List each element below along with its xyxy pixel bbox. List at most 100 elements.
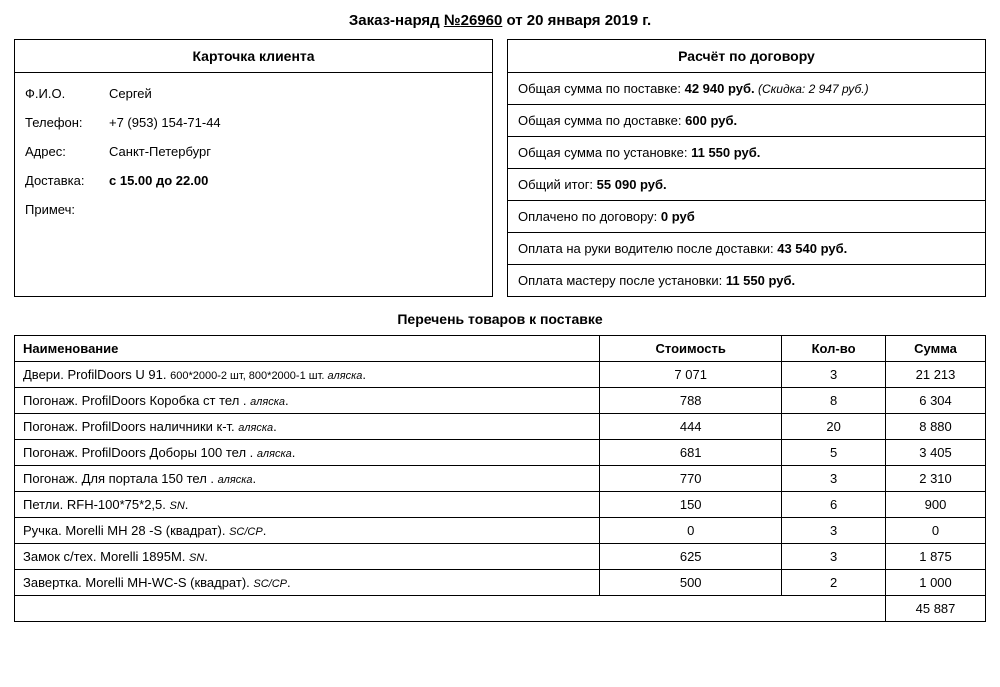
cell-sum: 8 880 (886, 414, 986, 440)
cell-qty: 5 (782, 440, 886, 466)
cell-qty: 6 (782, 492, 886, 518)
cell-qty: 3 (782, 518, 886, 544)
cell-qty: 8 (782, 388, 886, 414)
cell-sum: 900 (886, 492, 986, 518)
client-row: Адрес:Санкт-Петербург (25, 137, 482, 166)
client-row-label: Ф.И.О. (25, 86, 109, 101)
calc-row-label: Общая сумма по установке: (518, 145, 691, 160)
table-row: Петли. RFH-100*75*2,5. SN.1506900 (15, 492, 986, 518)
client-row-value: с 15.00 до 22.00 (109, 173, 482, 188)
cell-sum: 3 405 (886, 440, 986, 466)
table-row: Погонаж. Для портала 150 тел . аляска.77… (15, 466, 986, 492)
calc-card-header: Расчёт по договору (508, 40, 985, 73)
cell-cost: 500 (600, 570, 782, 596)
cell-sum: 1 875 (886, 544, 986, 570)
calc-row: Общая сумма по доставке: 600 руб. (508, 104, 985, 136)
cell-name: Погонаж. ProfilDoors Доборы 100 тел . ал… (15, 440, 600, 466)
calc-row-label: Оплата на руки водителю после доставки: (518, 241, 777, 256)
cell-qty: 3 (782, 544, 886, 570)
client-card-header: Карточка клиента (15, 40, 492, 73)
goods-section-title: Перечень товаров к поставке (14, 311, 986, 327)
calc-row-discount: (Скидка: 2 947 руб.) (755, 82, 869, 96)
calc-row-amount: 43 540 руб. (777, 241, 847, 256)
cell-name: Двери. ProfilDoors U 91. 600*2000-2 шт, … (15, 362, 600, 388)
cell-cost: 444 (600, 414, 782, 440)
table-row: Завертка. Morelli MH-WC-S (квадрат). SC/… (15, 570, 986, 596)
cell-qty: 2 (782, 570, 886, 596)
cell-name: Погонаж. Для портала 150 тел . аляска. (15, 466, 600, 492)
table-total-row: 45 887 (15, 596, 986, 622)
client-row-value: Сергей (109, 86, 482, 101)
table-row: Погонаж. ProfilDoors Доборы 100 тел . ал… (15, 440, 986, 466)
calc-row-label: Оплата мастеру после установки: (518, 273, 726, 288)
col-header-sum: Сумма (886, 336, 986, 362)
title-prefix: Заказ-наряд (349, 12, 444, 29)
goods-table: Наименование Стоимость Кол-во Сумма Двер… (14, 335, 986, 622)
cell-cost: 770 (600, 466, 782, 492)
cell-qty: 3 (782, 362, 886, 388)
client-row-label: Примеч: (25, 202, 109, 217)
calc-row-label: Общая сумма по доставке: (518, 113, 685, 128)
col-header-cost: Стоимость (600, 336, 782, 362)
calc-row-amount: 55 090 руб. (597, 177, 667, 192)
cell-name: Погонаж. ProfilDoors наличники к-т. аляс… (15, 414, 600, 440)
order-title: Заказ-наряд №26960 от 20 января 2019 г. (14, 12, 986, 29)
calc-row: Общая сумма по поставке: 42 940 руб. (Ск… (508, 73, 985, 104)
client-row-label: Адрес: (25, 144, 109, 159)
calc-row: Оплачено по договору: 0 руб (508, 200, 985, 232)
client-card: Карточка клиента Ф.И.О.СергейТелефон:+7 … (14, 39, 493, 297)
calc-row-amount: 11 550 руб. (691, 145, 760, 160)
cell-total: 45 887 (886, 596, 986, 622)
cell-name: Погонаж. ProfilDoors Коробка ст тел . ал… (15, 388, 600, 414)
cell-sum: 6 304 (886, 388, 986, 414)
client-row: Доставка:с 15.00 до 22.00 (25, 166, 482, 195)
client-row-value: +7 (953) 154-71-44 (109, 115, 482, 130)
cell-cost: 788 (600, 388, 782, 414)
client-row-label: Телефон: (25, 115, 109, 130)
client-row: Ф.И.О.Сергей (25, 79, 482, 108)
cell-name: Замок с/тех. Morelli 1895M. SN. (15, 544, 600, 570)
calc-card: Расчёт по договору Общая сумма по постав… (507, 39, 986, 297)
table-row: Погонаж. ProfilDoors Коробка ст тел . ал… (15, 388, 986, 414)
cell-cost: 0 (600, 518, 782, 544)
cell-cost: 7 071 (600, 362, 782, 388)
calc-row: Общая сумма по установке: 11 550 руб. (508, 136, 985, 168)
cell-name: Ручка. Morelli MH 28 -S (квадрат). SC/CP… (15, 518, 600, 544)
table-row: Погонаж. ProfilDoors наличники к-т. аляс… (15, 414, 986, 440)
calc-row-label: Общая сумма по поставке: (518, 81, 685, 96)
calc-row-amount: 11 550 руб. (726, 273, 795, 288)
table-row: Замок с/тех. Morelli 1895M. SN.62531 875 (15, 544, 986, 570)
table-row: Ручка. Morelli MH 28 -S (квадрат). SC/CP… (15, 518, 986, 544)
calc-row-amount: 0 руб (661, 209, 695, 224)
cell-name: Петли. RFH-100*75*2,5. SN. (15, 492, 600, 518)
calc-row-label: Оплачено по договору: (518, 209, 661, 224)
cell-sum: 0 (886, 518, 986, 544)
calc-row-amount: 600 руб. (685, 113, 737, 128)
cell-qty: 20 (782, 414, 886, 440)
cell-name: Завертка. Morelli MH-WC-S (квадрат). SC/… (15, 570, 600, 596)
cell-cost: 625 (600, 544, 782, 570)
col-header-name: Наименование (15, 336, 600, 362)
title-number-prefix: № (444, 12, 461, 29)
cell-sum: 1 000 (886, 570, 986, 596)
client-row-value: Санкт-Петербург (109, 144, 482, 159)
client-row: Примеч: (25, 195, 482, 224)
cell-cost: 681 (600, 440, 782, 466)
client-row: Телефон:+7 (953) 154-71-44 (25, 108, 482, 137)
title-suffix: от 20 января 2019 г. (502, 12, 651, 29)
client-row-label: Доставка: (25, 173, 109, 188)
cell-sum: 2 310 (886, 466, 986, 492)
cell-sum: 21 213 (886, 362, 986, 388)
cell-total-empty (15, 596, 886, 622)
client-row-value (109, 202, 482, 217)
title-number: 26960 (461, 12, 503, 29)
calc-row: Оплата на руки водителю после доставки: … (508, 232, 985, 264)
calc-row-amount: 42 940 руб. (685, 81, 755, 96)
col-header-qty: Кол-во (782, 336, 886, 362)
cell-qty: 3 (782, 466, 886, 492)
calc-row-label: Общий итог: (518, 177, 597, 192)
table-row: Двери. ProfilDoors U 91. 600*2000-2 шт, … (15, 362, 986, 388)
calc-row: Оплата мастеру после установки: 11 550 р… (508, 264, 985, 296)
calc-row: Общий итог: 55 090 руб. (508, 168, 985, 200)
cell-cost: 150 (600, 492, 782, 518)
